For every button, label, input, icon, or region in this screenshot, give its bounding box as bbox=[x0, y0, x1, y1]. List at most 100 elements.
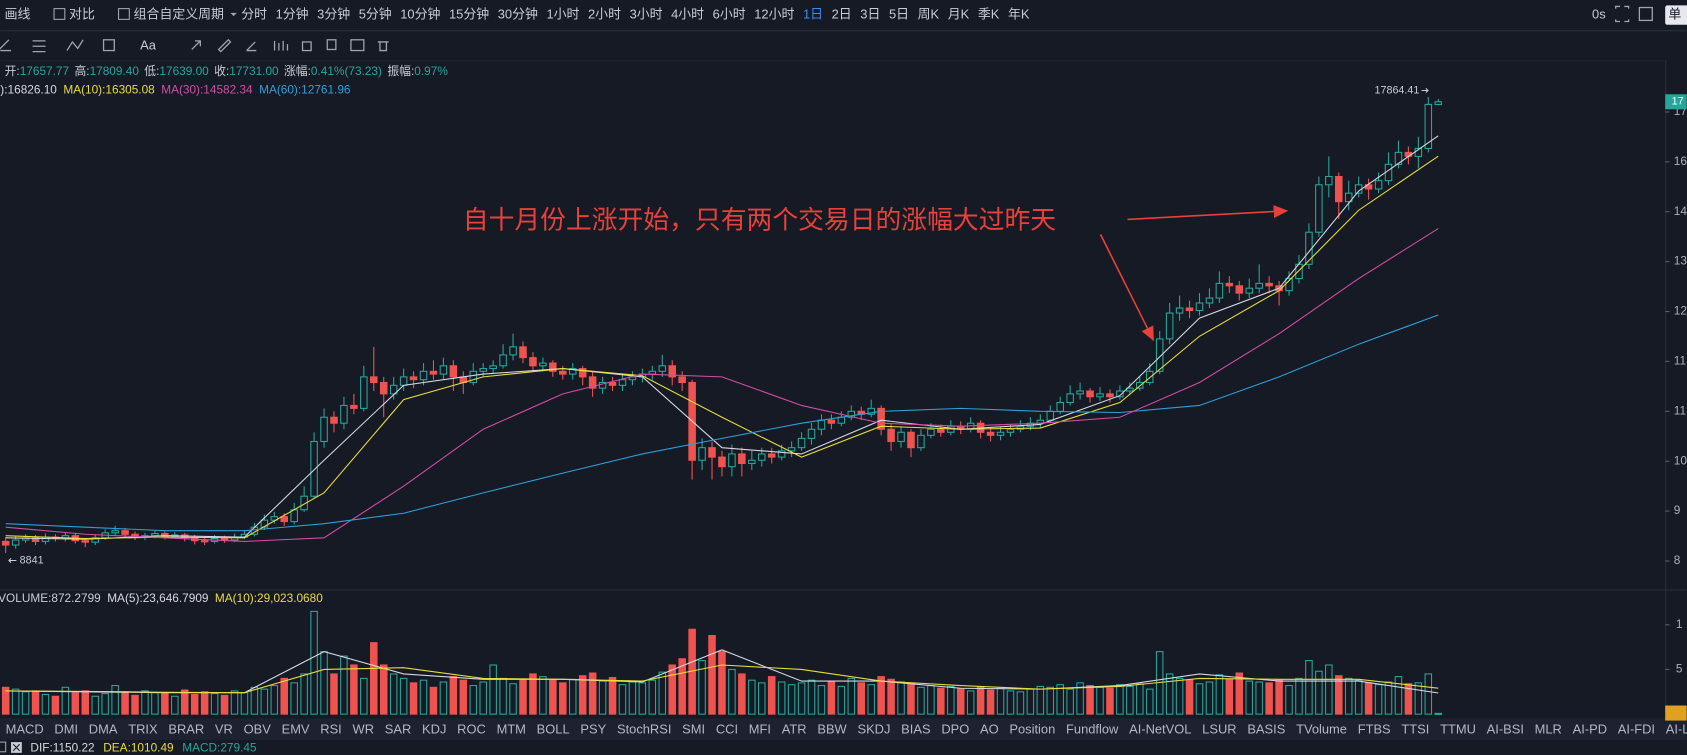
indicator-tab[interactable]: SMI bbox=[682, 722, 705, 737]
period-button[interactable]: 3分钟 bbox=[317, 6, 350, 21]
indicator-tab[interactable]: OBV bbox=[244, 722, 272, 737]
period-button[interactable]: 周K bbox=[918, 6, 940, 21]
indicator-tab[interactable]: TTSI bbox=[1401, 722, 1429, 737]
volume-bar bbox=[1185, 679, 1194, 715]
indicator-tab[interactable]: LSUR bbox=[1202, 722, 1236, 737]
indicator-tab[interactable]: ATR bbox=[782, 722, 807, 737]
tool-icon[interactable] bbox=[326, 39, 337, 51]
period-button[interactable]: 10分钟 bbox=[400, 6, 440, 21]
toolbar-button[interactable]: 组合 bbox=[134, 6, 160, 21]
indicator-tab[interactable]: EMV bbox=[282, 722, 310, 737]
period-button[interactable]: 2日 bbox=[832, 6, 852, 21]
period-button[interactable]: 年K bbox=[1008, 6, 1030, 21]
tool-icon[interactable] bbox=[377, 41, 389, 52]
indicator-tab[interactable]: TRIX bbox=[128, 722, 158, 737]
indicator-tab[interactable]: Fundflow bbox=[1066, 722, 1119, 737]
indicator-tab[interactable]: AI-FDI bbox=[1618, 722, 1655, 737]
font-tool[interactable]: Aa bbox=[140, 38, 157, 53]
info-value: 17639.00 bbox=[159, 64, 209, 78]
tool-icon[interactable] bbox=[301, 41, 312, 52]
indicator-tab[interactable]: SAR bbox=[385, 722, 412, 737]
tool-icon[interactable] bbox=[102, 39, 115, 52]
period-button[interactable]: 1分钟 bbox=[276, 6, 309, 21]
fullscreen-icon[interactable] bbox=[1615, 5, 1630, 23]
candle-body bbox=[867, 407, 875, 415]
indicator-tab[interactable]: FTBS bbox=[1358, 722, 1391, 737]
period-button[interactable]: 30分钟 bbox=[498, 6, 538, 21]
tool-icon[interactable] bbox=[350, 39, 365, 52]
window-icon[interactable] bbox=[1638, 6, 1653, 22]
indicator-tab[interactable]: ROC bbox=[457, 722, 486, 737]
indicator-tab[interactable]: MTM bbox=[497, 722, 526, 737]
toolbar-icon[interactable] bbox=[118, 8, 130, 20]
toolbar-button[interactable]: 对比 bbox=[69, 6, 95, 21]
period-button[interactable]: 2小时 bbox=[588, 6, 621, 21]
indicator-tab[interactable]: PSY bbox=[580, 722, 606, 737]
period-button[interactable]: 3日 bbox=[860, 6, 880, 21]
candle-body bbox=[1255, 282, 1263, 289]
tool-icon[interactable] bbox=[0, 39, 12, 52]
tool-icon[interactable] bbox=[217, 38, 232, 53]
indicator-tab[interactable]: DPO bbox=[941, 722, 969, 737]
indicator-tab[interactable]: CCI bbox=[716, 722, 738, 737]
period-button[interactable]: 6小时 bbox=[713, 6, 746, 21]
period-menu[interactable]: 自定义周期 bbox=[159, 6, 223, 21]
indicator-tab[interactable]: MLR bbox=[1535, 722, 1562, 737]
volume-bar bbox=[230, 690, 239, 715]
indicator-tab[interactable]: RSI bbox=[320, 722, 342, 737]
indicator-tab[interactable]: TVolume bbox=[1296, 722, 1347, 737]
indicator-tab[interactable]: TTMU bbox=[1440, 722, 1476, 737]
tool-icon[interactable] bbox=[66, 39, 84, 51]
dropdown-caret[interactable] bbox=[230, 12, 237, 17]
indicator-tab[interactable]: AI-BSI bbox=[1487, 722, 1524, 737]
indicator-tab[interactable]: DMI bbox=[54, 722, 78, 737]
indicator-tab[interactable]: StochRSI bbox=[617, 722, 671, 737]
period-button[interactable]: 4小时 bbox=[671, 6, 704, 21]
period-button[interactable]: 15分钟 bbox=[449, 6, 489, 21]
indicator-tab[interactable]: AO bbox=[980, 722, 999, 737]
indicator-tab[interactable]: AI-PD bbox=[1573, 722, 1607, 737]
toolbar-icon[interactable] bbox=[53, 8, 66, 20]
indicator-tab[interactable]: SKDJ bbox=[857, 722, 890, 737]
indicator-tab[interactable]: BBW bbox=[817, 722, 847, 737]
indicator-tab[interactable]: AI-NetVOL bbox=[1129, 722, 1191, 737]
period-button[interactable]: 12小时 bbox=[754, 6, 794, 21]
tool-icon[interactable] bbox=[273, 40, 289, 51]
candle-body bbox=[429, 370, 438, 375]
period-button[interactable]: 1日 bbox=[803, 6, 823, 21]
indicator-tab[interactable]: AI-LI bbox=[1666, 722, 1687, 737]
period-button[interactable]: 分时 bbox=[241, 6, 267, 21]
candle-body bbox=[1335, 176, 1343, 203]
period-button[interactable]: 1小时 bbox=[546, 6, 579, 21]
refresh-interval[interactable]: 0s bbox=[1592, 6, 1606, 21]
indicator-tab[interactable]: BRAR bbox=[168, 722, 204, 737]
y-tick-label: 8 bbox=[1674, 553, 1681, 567]
indicator-tab[interactable]: MFI bbox=[749, 722, 771, 737]
period-button[interactable]: 季K bbox=[978, 6, 1000, 21]
indicator-tab[interactable]: Position bbox=[1009, 722, 1055, 737]
volume-bar bbox=[1036, 685, 1045, 715]
period-button[interactable]: 3小时 bbox=[630, 6, 663, 21]
indicator-tab[interactable]: BIAS bbox=[901, 722, 930, 737]
indicator-tab[interactable]: MACD bbox=[6, 722, 44, 737]
period-button[interactable]: 5分钟 bbox=[359, 6, 392, 21]
period-button[interactable]: 月K bbox=[948, 6, 970, 21]
volume-bar bbox=[51, 695, 60, 715]
tool-icon[interactable] bbox=[191, 40, 201, 50]
tool-icon[interactable] bbox=[32, 40, 46, 53]
toolbar-button[interactable]: 画线 bbox=[5, 6, 31, 21]
indicator-tab[interactable]: DMA bbox=[89, 722, 118, 737]
period-button[interactable]: 5日 bbox=[889, 6, 909, 21]
unit-button-bg[interactable] bbox=[1665, 5, 1687, 25]
indicator-tab[interactable]: WR bbox=[353, 722, 374, 737]
indicator-tab[interactable]: VR bbox=[215, 722, 233, 737]
tool-icon[interactable] bbox=[246, 41, 257, 52]
unit-button[interactable]: 单 bbox=[1668, 6, 1681, 21]
indicator-tab[interactable]: KDJ bbox=[422, 722, 446, 737]
indicator-tab[interactable]: BASIS bbox=[1247, 722, 1285, 737]
candle-body bbox=[738, 453, 746, 464]
candle-body bbox=[1215, 282, 1224, 299]
indicator-tab[interactable]: BOLL bbox=[537, 722, 570, 737]
volume-bar bbox=[1424, 673, 1433, 715]
